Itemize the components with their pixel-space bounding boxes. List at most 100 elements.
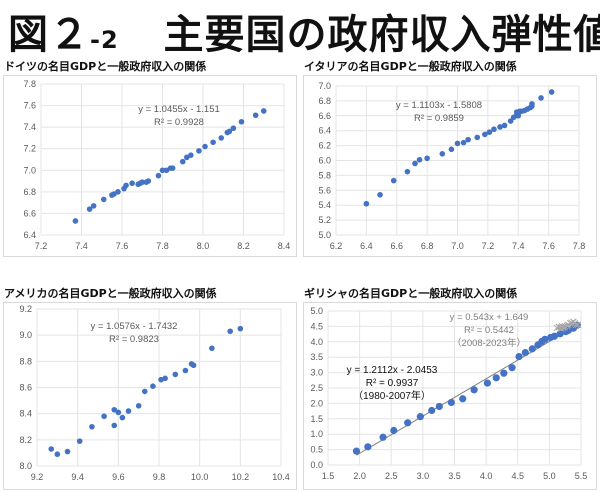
data-point bbox=[155, 172, 162, 179]
data-point bbox=[497, 124, 503, 130]
y-tick-label: 4.0 bbox=[310, 337, 323, 347]
y-tick-label: 6.8 bbox=[318, 96, 331, 106]
y-tick-label: 4.5 bbox=[310, 321, 323, 331]
data-point bbox=[182, 367, 189, 374]
y-tick-label: 7.4 bbox=[23, 122, 36, 132]
data-point bbox=[550, 332, 559, 340]
data-point bbox=[100, 196, 107, 203]
data-point bbox=[139, 179, 146, 185]
data-point bbox=[172, 371, 179, 378]
y-tick-label: 9.0 bbox=[19, 330, 32, 340]
y-tick-label: 6.4 bbox=[318, 126, 331, 136]
data-point bbox=[145, 178, 152, 184]
data-point bbox=[210, 139, 216, 146]
trendline-equation-label: R² = 0.9859 bbox=[414, 113, 464, 124]
x-tick-label: 3.0 bbox=[417, 471, 430, 481]
chart-greece: 1.5 2.0 2.5 3.0 3.5 4.0 4.5 5.0 5.5 0.0 0.5 1.0 1.5 2… bbox=[303, 302, 597, 490]
trendline-equation-label: R² = 0.9823 bbox=[109, 334, 159, 345]
data-point bbox=[89, 423, 95, 430]
x-tick-label: 7.4 bbox=[75, 241, 88, 251]
y-tick-label: 6.0 bbox=[318, 156, 331, 166]
y-tick-label: 2.5 bbox=[310, 383, 323, 393]
x-tick-label: 10.0 bbox=[191, 472, 209, 482]
chart-italy: 6.2 6.4 6.6 6.8 7.0 7.2 7.4 7.6 7.8 5.0 5.2 5.4 5.6 5… bbox=[303, 75, 597, 257]
y-tick-label: 7.8 bbox=[23, 79, 36, 89]
data-point bbox=[428, 406, 436, 415]
data-point bbox=[352, 447, 361, 455]
y-tick-label: 8.8 bbox=[19, 356, 32, 366]
data-point bbox=[237, 325, 244, 332]
data-point bbox=[491, 126, 497, 133]
y-tick-label: 5.8 bbox=[318, 170, 331, 180]
x-tick-label: 2.5 bbox=[385, 471, 398, 481]
data-point bbox=[162, 375, 168, 382]
data-point bbox=[379, 433, 387, 441]
y-tick-label: 5.2 bbox=[318, 215, 331, 225]
data-point bbox=[465, 136, 471, 143]
figure-number: 図２ bbox=[8, 12, 90, 58]
data-point bbox=[111, 406, 118, 413]
chart-germany: 7.2 7.4 7.6 7.8 8.0 8.2 8.4 6.4 6.6 6.8 7.0 7.2 7.4 7… bbox=[3, 75, 297, 257]
y-tick-label: 7.2 bbox=[23, 144, 36, 154]
y-tick-label: 3.5 bbox=[310, 352, 323, 362]
data-point bbox=[218, 135, 225, 141]
trendline-equation-label: R² = 0.5442 bbox=[464, 325, 514, 336]
data-point bbox=[448, 146, 455, 153]
y-tick-label: 5.0 bbox=[310, 306, 323, 316]
x-tick-label: 7.2 bbox=[482, 241, 495, 251]
data-point bbox=[129, 180, 135, 187]
data-point bbox=[454, 140, 461, 147]
data-point bbox=[48, 446, 55, 452]
data-point bbox=[230, 125, 237, 132]
data-point bbox=[447, 398, 455, 407]
data-point bbox=[190, 362, 197, 369]
data-point bbox=[141, 388, 148, 395]
data-point bbox=[483, 379, 491, 387]
data-point-cross bbox=[574, 321, 582, 329]
data-point-cross bbox=[572, 321, 580, 329]
x-tick-label: 6.2 bbox=[330, 241, 343, 251]
x-tick-label: 7.6 bbox=[116, 241, 129, 251]
data-point bbox=[252, 112, 259, 119]
data-point bbox=[424, 155, 430, 162]
x-tick-label: 7.8 bbox=[156, 241, 169, 251]
x-tick-label: 9.2 bbox=[31, 472, 44, 482]
data-point bbox=[416, 156, 423, 163]
data-point bbox=[556, 330, 564, 338]
data-point bbox=[541, 335, 549, 343]
data-point bbox=[390, 177, 397, 184]
data-point bbox=[90, 203, 97, 209]
chart-germany-svg: 7.2 7.4 7.6 7.8 8.0 8.2 8.4 6.4 6.6 6.8 7.0 7.2 7.4 7… bbox=[23, 79, 290, 251]
x-tick-label: 9.8 bbox=[153, 472, 166, 482]
data-point bbox=[111, 422, 118, 429]
data-point bbox=[515, 352, 523, 361]
y-tick-label: 8.2 bbox=[19, 435, 32, 445]
data-point bbox=[54, 451, 61, 458]
y-tick-label: 5.6 bbox=[318, 185, 331, 195]
x-tick-label: 5.0 bbox=[543, 471, 556, 481]
data-point bbox=[435, 402, 443, 411]
x-tick-label: 6.6 bbox=[390, 241, 403, 251]
x-tick-label: 7.8 bbox=[573, 241, 586, 251]
data-point bbox=[474, 134, 481, 141]
y-tick-label: 8.4 bbox=[19, 409, 32, 419]
data-point bbox=[76, 438, 83, 444]
trendline-equation-label: y = 1.0455x - 1.151 bbox=[138, 104, 220, 115]
page-title: 図２-2 主要国の政府収入弾性値 bbox=[8, 2, 600, 60]
x-tick-label: 8.2 bbox=[237, 241, 250, 251]
data-point bbox=[486, 129, 493, 135]
y-tick-label: 9.2 bbox=[19, 304, 32, 314]
y-tick-label: 1.5 bbox=[310, 414, 323, 424]
trendline-equation-label: （1980-2007年） bbox=[353, 389, 431, 402]
y-tick-label: 6.2 bbox=[318, 141, 331, 151]
data-point bbox=[459, 395, 467, 403]
x-tick-label: 1.5 bbox=[322, 471, 335, 481]
chart-title-greece: ギリシャの名目GDPと一般政府収入の関係 bbox=[304, 287, 518, 300]
trendline-equation-label: R² = 0.9928 bbox=[154, 117, 204, 128]
data-point bbox=[119, 414, 126, 421]
data-point bbox=[159, 167, 166, 174]
y-tick-label: 7.0 bbox=[23, 165, 36, 175]
data-point bbox=[501, 122, 508, 129]
chart-usa: 9.2 9.4 9.6 9.8 10.0 10.2 10.4 8.0 8.2 8.4 8.6 8.8 9… bbox=[3, 302, 297, 490]
data-point bbox=[390, 426, 398, 435]
